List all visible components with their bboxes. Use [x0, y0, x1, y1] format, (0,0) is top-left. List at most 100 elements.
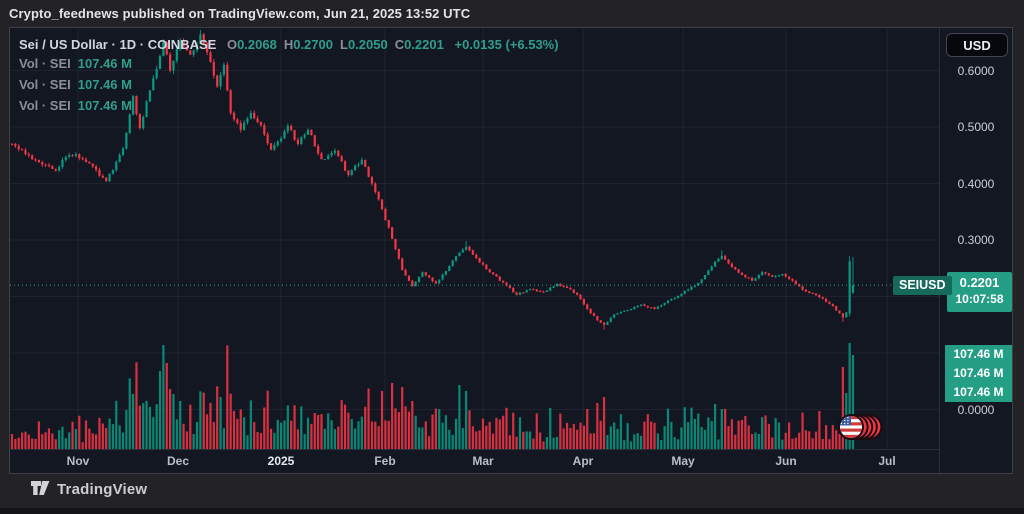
volume-bar	[508, 435, 511, 449]
volume-bar	[172, 394, 175, 449]
volume-bar	[354, 428, 357, 449]
volume-bar	[693, 418, 696, 449]
candle-body	[74, 154, 78, 156]
volume-bar	[313, 412, 316, 449]
volume-bar	[57, 430, 61, 449]
candle-body	[374, 183, 377, 192]
currency-toggle-button[interactable]: USD	[946, 33, 1008, 57]
volume-bar	[31, 438, 34, 449]
volume-bar	[404, 406, 407, 449]
chart-background	[10, 28, 1012, 473]
volume-bar	[24, 431, 27, 449]
volume-bar	[851, 355, 855, 449]
volume-bar	[549, 407, 552, 449]
candle-body	[380, 199, 384, 209]
volume-bar	[562, 428, 565, 449]
interval-label[interactable]: 1D	[119, 37, 137, 52]
volume-bar	[61, 426, 64, 449]
candle-body	[720, 255, 723, 259]
candle-body	[761, 272, 764, 276]
volume-value-badge: 107.46 M	[945, 383, 1012, 402]
candle-body	[794, 280, 797, 285]
ohlc-label: H	[283, 37, 294, 52]
tradingview-logo-link[interactable]: TradingView	[31, 481, 147, 498]
candle-body	[44, 164, 47, 166]
separator-dot: ·	[139, 37, 145, 52]
candle-body	[505, 282, 508, 286]
candle-body	[734, 267, 737, 270]
volume-bar	[461, 428, 464, 449]
volume-bar	[232, 410, 236, 449]
volume-bar	[407, 411, 411, 449]
price-scale[interactable]: USD 0.6000 0.5000 0.4000 0.3000 0.0000 0.220…	[940, 28, 1012, 473]
candle-body	[219, 74, 222, 87]
volume-bar	[734, 434, 737, 449]
candle-body	[192, 50, 195, 55]
candle-body	[350, 170, 353, 176]
volume-bar	[831, 425, 834, 449]
volume-bar	[616, 429, 619, 449]
volume-bar	[579, 422, 582, 449]
ohlc-value: 0.2068	[237, 37, 277, 52]
volume-bar	[687, 422, 690, 449]
candle-body	[576, 292, 579, 295]
volume-bar	[266, 390, 269, 449]
volume-bar	[74, 429, 78, 449]
volume-bar	[841, 367, 845, 449]
volume-bar	[17, 437, 20, 449]
candle-body	[179, 41, 182, 50]
time-axis-label: Nov	[66, 454, 90, 468]
volume-bar	[105, 427, 108, 449]
volume-bar	[518, 417, 522, 449]
volume-bar	[202, 392, 205, 449]
volume-bar	[545, 437, 548, 449]
candle-body	[801, 286, 804, 290]
volume-indicator-row: Vol · SEI 107.46 M	[19, 77, 132, 92]
volume-bar	[747, 425, 750, 449]
volume-bar	[730, 419, 733, 449]
volume-bar	[276, 419, 279, 449]
volume-bar	[713, 404, 717, 449]
volume-bar	[676, 439, 680, 449]
candle-body	[222, 64, 226, 75]
candle-body	[502, 280, 505, 283]
volume-bar	[781, 439, 784, 449]
bar-countdown: 10:07:58	[955, 292, 1004, 307]
candle-body	[730, 263, 733, 268]
symbol-title[interactable]: Sei / US Dollar	[19, 37, 108, 52]
candle-body	[824, 298, 828, 302]
candle-body	[737, 269, 740, 273]
candle-body	[845, 312, 848, 318]
candle-body	[276, 141, 279, 146]
ohlc-label: L	[339, 37, 348, 52]
volume-bar	[441, 422, 444, 449]
candle-body	[491, 272, 495, 275]
volume-bar	[51, 433, 54, 449]
volume-bar	[95, 434, 98, 449]
volume-bar	[724, 408, 727, 449]
volume-bar	[710, 421, 713, 449]
volume-bar	[707, 417, 710, 449]
candle-body	[481, 262, 485, 265]
candlestick-chart[interactable]	[10, 28, 1012, 473]
volume-bar	[498, 419, 501, 449]
time-scale[interactable]: Nov Dec 2025 Feb Mar Apr May Jun Jul	[10, 450, 940, 473]
candle-body	[256, 118, 259, 123]
volume-bar	[125, 409, 128, 449]
candle-body	[320, 153, 323, 160]
candle-body	[266, 134, 269, 144]
candle-body	[592, 313, 596, 316]
candle-body	[232, 112, 236, 120]
candle-body	[495, 274, 498, 277]
volume-bar	[727, 426, 730, 449]
volume-bar	[414, 415, 417, 449]
volume-bar	[448, 429, 451, 449]
candle-body	[57, 166, 61, 171]
candle-body	[212, 62, 215, 76]
volume-bar	[333, 429, 337, 449]
candle-body	[619, 311, 622, 314]
candle-body	[818, 295, 821, 298]
candle-body	[421, 272, 424, 277]
us-flag-event-marker[interactable]	[838, 414, 883, 440]
candle-body	[710, 266, 713, 271]
